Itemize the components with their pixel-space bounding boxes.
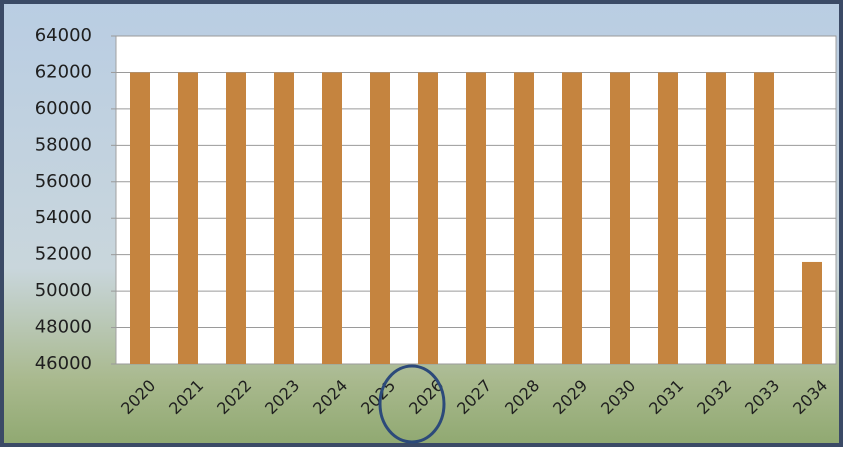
highlight-circle [378,364,446,444]
bar [322,72,342,364]
y-tick-label: 50000 [35,280,92,301]
bars [130,72,822,364]
y-tick-label: 46000 [35,353,92,374]
bar [370,72,390,364]
y-tick-label: 54000 [35,207,92,228]
bar [514,72,534,364]
bar [610,72,630,364]
bar [754,72,774,364]
bar [226,72,246,364]
y-tick-label: 62000 [35,61,92,82]
y-tick-label: 64000 [35,25,92,46]
bar [658,72,678,364]
bar [466,72,486,364]
y-tick-label: 52000 [35,244,92,265]
bar [130,72,150,364]
bar [802,261,822,364]
y-tick-label: 58000 [35,134,92,155]
y-tick-label: 48000 [35,317,92,338]
bar [418,72,438,364]
bar [706,72,726,364]
y-tick-label: 60000 [35,98,92,119]
bar [274,72,294,364]
bar [562,72,582,364]
y-tick-label: 56000 [35,171,92,192]
bar [178,72,198,364]
